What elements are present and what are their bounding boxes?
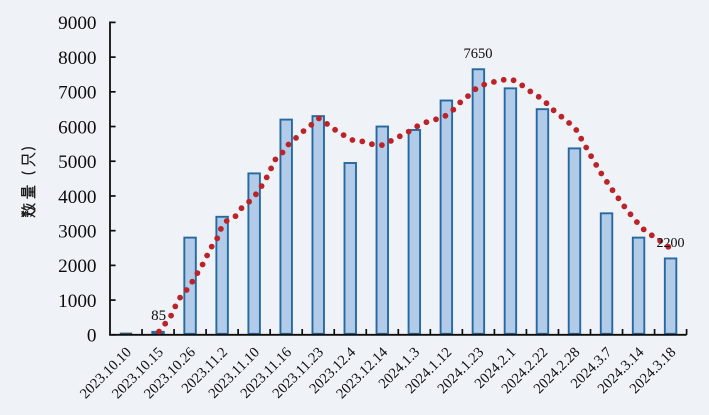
svg-text:1000: 1000	[58, 291, 96, 312]
svg-text:85: 85	[151, 308, 166, 324]
svg-text:8000: 8000	[58, 48, 96, 69]
svg-text:3000: 3000	[58, 221, 96, 242]
svg-text:0: 0	[87, 326, 97, 347]
svg-text:6000: 6000	[58, 117, 96, 138]
svg-text:7650: 7650	[464, 46, 493, 62]
svg-text:4000: 4000	[58, 187, 96, 208]
svg-text:9000: 9000	[58, 13, 96, 34]
svg-text:5000: 5000	[58, 152, 96, 173]
svg-text:2000: 2000	[58, 256, 96, 277]
svg-text:2200: 2200	[657, 236, 685, 251]
svg-text:7000: 7000	[58, 83, 96, 104]
